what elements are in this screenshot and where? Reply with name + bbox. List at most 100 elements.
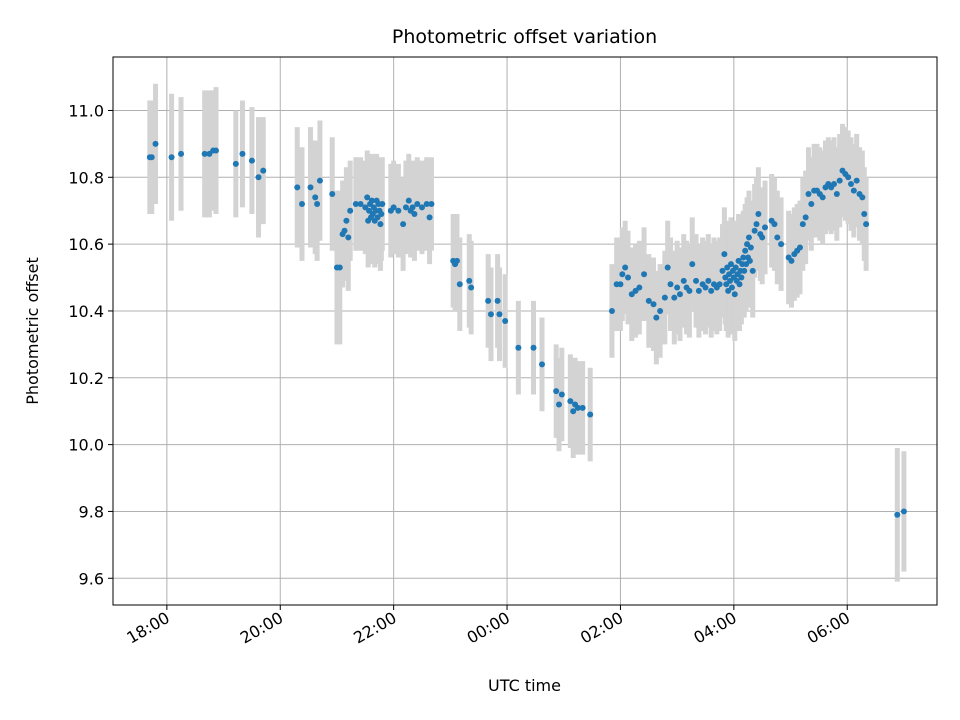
data-point (409, 204, 416, 211)
data-point (567, 398, 574, 405)
data-point (747, 244, 754, 251)
data-point (749, 267, 756, 274)
data-point (148, 154, 155, 161)
data-point (625, 274, 631, 281)
data-point (426, 214, 433, 221)
y-tick-label: 11.0 (68, 101, 104, 120)
data-point (676, 291, 683, 298)
data-point (456, 281, 463, 288)
data-point (788, 257, 795, 264)
data-point (260, 167, 267, 174)
data-point (831, 180, 837, 187)
data-point (453, 257, 460, 264)
data-point (579, 404, 586, 411)
data-point (341, 227, 348, 234)
data-point (653, 314, 660, 321)
data-point (556, 401, 563, 408)
data-point (753, 221, 760, 228)
data-point (695, 287, 702, 294)
data-point (364, 194, 371, 201)
data-point (294, 184, 301, 191)
data-point (255, 174, 262, 181)
data-point (664, 264, 671, 271)
data-point (414, 201, 421, 208)
data-point (693, 277, 700, 284)
data-point (728, 284, 735, 291)
data-point (379, 201, 386, 208)
data-point (833, 191, 840, 197)
plot-area (112, 56, 938, 606)
data-point (799, 221, 806, 228)
data-point (674, 284, 681, 291)
data-point (802, 214, 809, 221)
data-point (667, 281, 674, 288)
data-point (347, 207, 354, 214)
data-point (719, 267, 726, 274)
data-point (859, 194, 866, 201)
data-point (762, 224, 769, 231)
data-point (530, 344, 537, 351)
data-point (402, 204, 409, 211)
data-point (485, 297, 492, 304)
y-tick-label: 10.2 (68, 369, 104, 388)
data-point (836, 177, 843, 184)
data-point (853, 177, 860, 184)
data-point (728, 261, 734, 268)
data-point (329, 191, 336, 197)
data-point (248, 157, 255, 164)
data-point (900, 508, 907, 515)
data-point (705, 277, 712, 284)
data-point (574, 404, 581, 411)
data-point (553, 388, 560, 395)
y-tick-label: 10.6 (68, 235, 104, 254)
data-point (201, 150, 208, 157)
data-point (774, 234, 781, 241)
y-tick-label: 10.4 (68, 302, 104, 321)
y-axis: 9.6 9.8 10.0 10.2 10.4 10.6 10.8 11.0 (68, 101, 113, 588)
data-point (558, 391, 565, 398)
data-point (515, 344, 522, 351)
data-point (819, 194, 826, 201)
data-point (400, 221, 407, 228)
data-point (487, 311, 494, 318)
data-point (345, 234, 352, 241)
y-tick-label: 10.0 (68, 436, 104, 455)
y-axis-label: Photometric offset (23, 257, 42, 405)
data-point (587, 411, 594, 418)
data-point (405, 197, 412, 204)
data-point (168, 154, 175, 161)
data-point (312, 194, 319, 201)
data-point (861, 211, 868, 218)
data-point (731, 291, 738, 298)
data-point (863, 221, 870, 228)
data-point (343, 217, 350, 224)
data-point (738, 274, 745, 281)
data-point (736, 281, 743, 288)
data-point (759, 234, 766, 241)
data-point (742, 247, 749, 254)
data-point (641, 271, 648, 278)
data-point (468, 284, 475, 291)
data-point (702, 284, 709, 291)
data-point (636, 284, 643, 291)
data-point (377, 221, 384, 228)
data-point (617, 281, 624, 288)
data-point (608, 307, 615, 314)
data-point (570, 408, 577, 415)
data-point (850, 187, 857, 194)
data-point (232, 160, 239, 167)
data-point (213, 147, 219, 154)
data-point (745, 234, 752, 241)
y-tick-label: 9.8 (79, 502, 104, 521)
data-point (708, 287, 715, 294)
data-point (494, 297, 501, 304)
data-point (778, 241, 785, 248)
data-point (689, 261, 696, 268)
data-point (771, 221, 778, 228)
data-point (657, 307, 664, 314)
data-point (307, 184, 314, 191)
data-point (419, 204, 425, 211)
data-point (336, 264, 343, 271)
data-point (395, 207, 402, 214)
